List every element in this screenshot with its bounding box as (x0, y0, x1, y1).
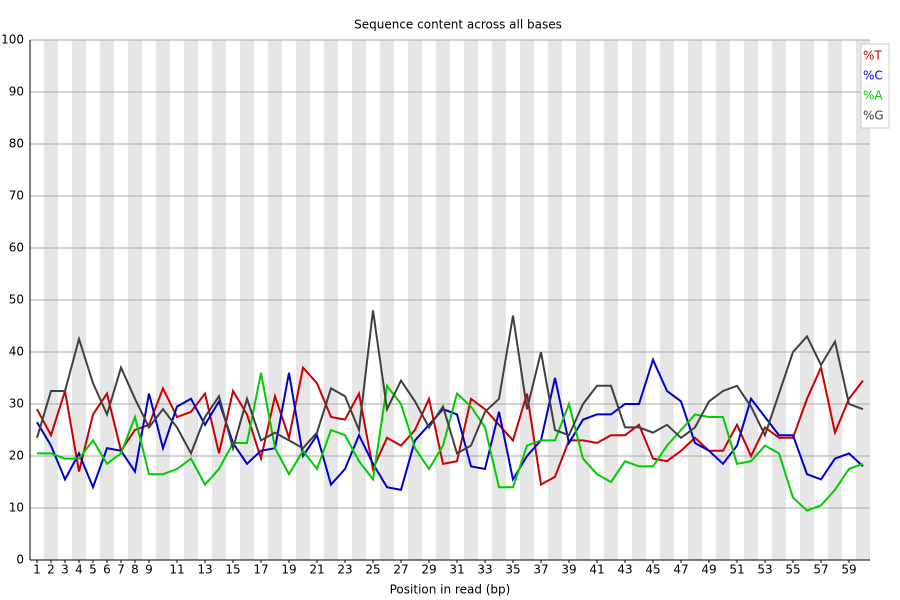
x-tick-label: 55 (785, 563, 800, 577)
data-line (36, 356, 864, 491)
x-axis-label: Position in read (bp) (390, 583, 511, 597)
legend-label: %G (863, 109, 884, 123)
y-tick-label: 60 (9, 241, 24, 255)
y-tick-label: 20 (9, 449, 24, 463)
x-tick-label: 51 (729, 563, 744, 577)
x-tick-label: 15 (225, 563, 240, 577)
x-tick-label: 37 (533, 563, 548, 577)
x-tick-label: 21 (309, 563, 324, 577)
x-tick-label: 53 (757, 563, 772, 577)
x-tick-label: 4 (75, 563, 83, 577)
x-tick-label: 3 (61, 563, 69, 577)
chart-title: Sequence content across all bases (354, 18, 562, 32)
y-tick-label: 30 (9, 397, 24, 411)
legend-label: %T (863, 49, 882, 63)
x-tick-label: 8 (131, 563, 139, 577)
x-tick-label: 57 (813, 563, 828, 577)
y-tick-label: 80 (9, 137, 24, 151)
x-tick-label: 6 (103, 563, 111, 577)
x-tick-label: 29 (421, 563, 436, 577)
x-tick-label: 17 (253, 563, 268, 577)
y-tick-label: 0 (16, 553, 24, 567)
legend-label: %C (863, 69, 883, 83)
y-tick-label: 90 (9, 85, 24, 99)
x-tick-label: 41 (589, 563, 604, 577)
x-tick-label: 31 (449, 563, 464, 577)
x-tick-label: 1 (33, 563, 41, 577)
y-tick-label: 40 (9, 345, 24, 359)
y-tick-label: 100 (1, 33, 24, 47)
x-tick-label: 49 (701, 563, 716, 577)
legend-label: %A (863, 89, 883, 103)
x-tick-label: 2 (47, 563, 55, 577)
x-tick-label: 35 (505, 563, 520, 577)
x-tick-label: 43 (617, 563, 632, 577)
x-tick-label: 11 (169, 563, 184, 577)
x-tick-label: 59 (841, 563, 856, 577)
x-tick-label: 27 (393, 563, 408, 577)
y-tick-label: 50 (9, 293, 24, 307)
data-line (37, 372, 864, 512)
x-tick-label: 23 (337, 563, 352, 577)
data-line (36, 310, 864, 456)
x-tick-label: 45 (645, 563, 660, 577)
x-tick-label: 13 (197, 563, 212, 577)
y-tick-label: 10 (9, 501, 24, 515)
legend-box (860, 43, 890, 129)
x-tick-label: 9 (145, 563, 153, 577)
x-tick-label: 25 (365, 563, 380, 577)
y-tick-label: 70 (9, 189, 24, 203)
x-tick-label: 5 (89, 563, 97, 577)
x-tick-label: 33 (477, 563, 492, 577)
x-tick-label: 47 (673, 563, 688, 577)
x-tick-label: 39 (561, 563, 576, 577)
x-tick-label: 19 (281, 563, 296, 577)
x-tick-label: 7 (117, 563, 125, 577)
